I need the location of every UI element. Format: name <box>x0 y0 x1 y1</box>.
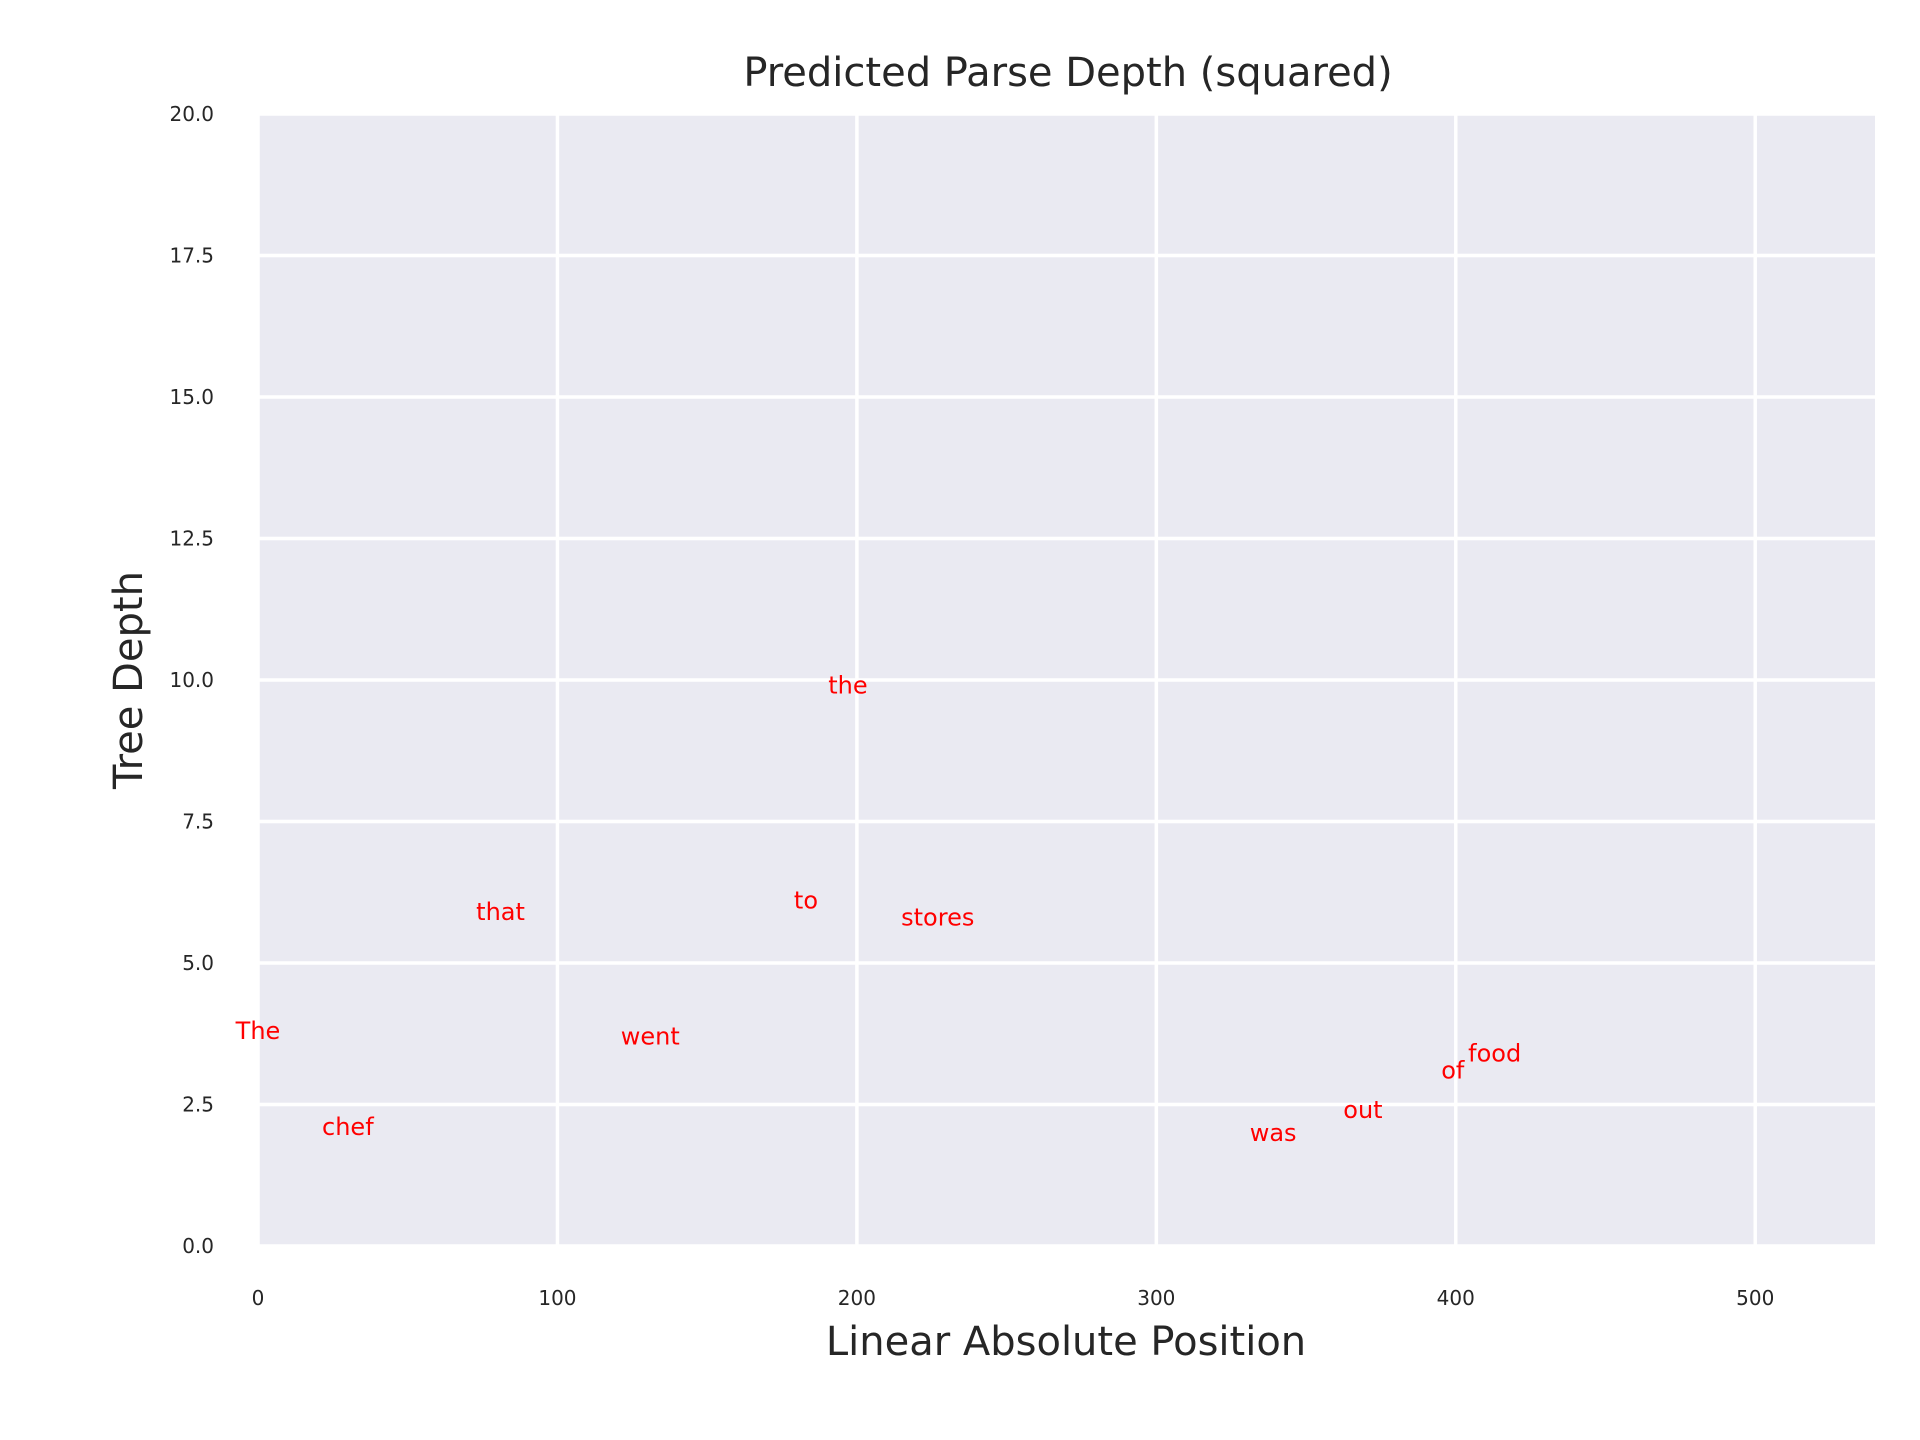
tick-labels: 0.0 2.5 5.0 7.5 10.0 12.5 15.0 17.5 20.0 0 100 200 3… <box>169 102 1774 1310</box>
x-tick-label: 100 <box>538 1286 576 1310</box>
y-tick-label: 17.5 <box>169 244 214 268</box>
x-tick-label: 500 <box>1736 1286 1774 1310</box>
y-tick-label: 15.0 <box>169 385 214 409</box>
x-axis-label: Linear Absolute Position <box>826 1319 1306 1365</box>
y-tick-label: 0.0 <box>182 1234 214 1258</box>
word-label-of: of <box>1441 1057 1465 1085</box>
y-tick-label: 10.0 <box>169 668 214 692</box>
y-tick-label: 20.0 <box>169 102 214 126</box>
word-label-went: went <box>621 1023 680 1051</box>
grid-lines <box>256 112 1875 1248</box>
word-label-stores: stores <box>901 904 974 932</box>
word-label-the: The <box>235 1017 281 1045</box>
word-label-that: that <box>476 898 525 926</box>
word-label-out: out <box>1343 1096 1382 1124</box>
word-label-food: food <box>1468 1040 1521 1068</box>
word-label-to: to <box>794 887 818 915</box>
y-tick-label: 12.5 <box>169 527 214 551</box>
y-axis-label: Tree Depth <box>106 571 152 790</box>
x-tick-label: 200 <box>838 1286 876 1310</box>
x-tick-label: 0 <box>252 1286 265 1310</box>
y-tick-label: 5.0 <box>182 951 214 975</box>
chart-title: Predicted Parse Depth (squared) <box>743 50 1392 96</box>
word-label-the: the <box>828 672 867 700</box>
y-tick-label: 7.5 <box>182 810 214 834</box>
x-tick-label: 300 <box>1137 1286 1175 1310</box>
word-label-was: was <box>1250 1119 1297 1147</box>
word-label-chef: chef <box>322 1113 374 1141</box>
y-tick-label: 2.5 <box>182 1093 214 1117</box>
x-tick-label: 400 <box>1437 1286 1475 1310</box>
